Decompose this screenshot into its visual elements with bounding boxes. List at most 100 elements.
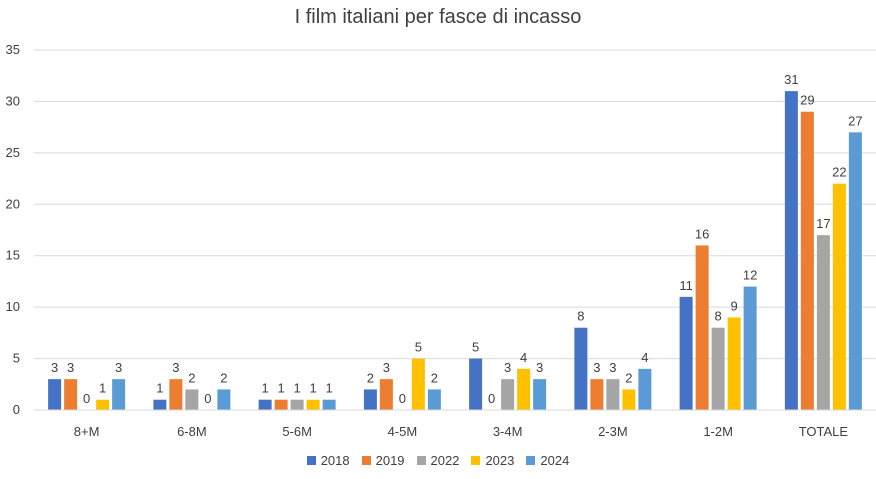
legend-label: 2023 <box>485 453 515 468</box>
x-tick-label: 1-2M <box>703 424 733 439</box>
data-label: 2 <box>220 370 227 385</box>
bar <box>800 111 814 410</box>
data-label: 2 <box>367 370 374 385</box>
data-label: 2 <box>431 370 438 385</box>
legend-swatch <box>361 456 371 465</box>
data-label: 27 <box>848 113 862 128</box>
data-label: 1 <box>156 381 163 396</box>
y-tick-label: 35 <box>6 42 20 57</box>
chart-legend: 2018 2019 2022 2023 2024 <box>0 453 876 468</box>
data-label: 1 <box>294 381 301 396</box>
x-tick-label: 8+M <box>74 424 100 439</box>
data-label: 9 <box>731 298 738 313</box>
bar <box>363 389 377 410</box>
data-label: 3 <box>172 360 179 375</box>
data-label: 3 <box>51 360 58 375</box>
bar <box>679 296 693 410</box>
y-tick-label: 20 <box>6 196 20 211</box>
data-label: 3 <box>504 360 511 375</box>
data-label: 8 <box>577 309 584 324</box>
data-label: 22 <box>832 165 846 180</box>
data-label: 1 <box>99 381 106 396</box>
bar <box>469 358 483 410</box>
legend-item: 2022 <box>416 453 460 468</box>
bar <box>638 368 652 410</box>
x-tick-label: 3-4M <box>493 424 523 439</box>
legend-swatch <box>306 456 316 465</box>
bar <box>290 399 304 410</box>
legend-swatch <box>526 456 536 465</box>
data-label: 1 <box>326 381 333 396</box>
bar <box>379 379 393 410</box>
y-tick-label: 0 <box>13 402 20 417</box>
data-label: 3 <box>67 360 74 375</box>
data-label: 0 <box>83 391 90 406</box>
x-tick-label: 4-5M <box>388 424 418 439</box>
y-tick-label: 30 <box>6 93 20 108</box>
bar <box>574 327 588 410</box>
bar <box>427 389 441 410</box>
bar <box>274 399 288 410</box>
data-label: 3 <box>593 360 600 375</box>
bar <box>501 379 515 410</box>
bar <box>96 399 110 410</box>
data-label: 1 <box>310 381 317 396</box>
legend-item: 2018 <box>306 453 350 468</box>
data-label: 5 <box>415 340 422 355</box>
data-label: 2 <box>625 370 632 385</box>
x-tick-label: 6-8M <box>177 424 207 439</box>
bar <box>848 132 862 411</box>
bar <box>727 317 741 410</box>
data-label: 3 <box>609 360 616 375</box>
bar <box>258 399 272 410</box>
legend-item: 2024 <box>526 453 569 468</box>
data-label: 0 <box>204 391 211 406</box>
data-label: 12 <box>743 268 757 283</box>
legend-label: 2019 <box>375 453 405 468</box>
bar <box>622 389 636 410</box>
bar <box>411 358 425 410</box>
y-tick-label: 25 <box>6 145 20 160</box>
data-label: 1 <box>262 381 269 396</box>
data-label: 16 <box>695 226 709 241</box>
data-label: 29 <box>800 93 814 108</box>
bar <box>590 379 604 410</box>
bar <box>322 399 336 410</box>
data-label: 2 <box>188 370 195 385</box>
data-label: 4 <box>641 350 648 365</box>
bar <box>112 379 126 410</box>
bar <box>169 379 183 410</box>
data-label: 11 <box>679 278 693 293</box>
bar <box>306 399 320 410</box>
legend-item: 2023 <box>471 453 514 468</box>
data-label: 1 <box>278 381 285 396</box>
data-label: 4 <box>520 350 527 365</box>
legend-swatch <box>471 456 481 465</box>
chart-title: I film italiani per fasce di incasso <box>294 6 582 28</box>
legend-label: 2022 <box>430 453 460 468</box>
bar <box>64 379 78 410</box>
y-tick-label: 15 <box>6 248 20 263</box>
bar <box>533 379 547 410</box>
y-tick-label: 5 <box>13 351 20 366</box>
x-tick-label: TOTALE <box>799 424 849 439</box>
bar <box>517 368 531 410</box>
bar <box>217 389 231 410</box>
data-label: 17 <box>816 216 830 231</box>
y-tick-label: 10 <box>6 299 20 314</box>
data-label: 3 <box>115 360 122 375</box>
data-label: 0 <box>488 391 495 406</box>
bar <box>711 327 725 410</box>
bar <box>185 389 199 410</box>
x-tick-label: 5-6M <box>282 424 312 439</box>
data-label: 5 <box>472 340 479 355</box>
bar <box>816 235 830 410</box>
data-label: 3 <box>383 360 390 375</box>
bar <box>743 286 757 410</box>
legend-label: 2024 <box>540 453 570 468</box>
data-label: 0 <box>399 391 406 406</box>
legend-label: 2018 <box>320 453 350 468</box>
x-tick-label: 2-3M <box>598 424 628 439</box>
